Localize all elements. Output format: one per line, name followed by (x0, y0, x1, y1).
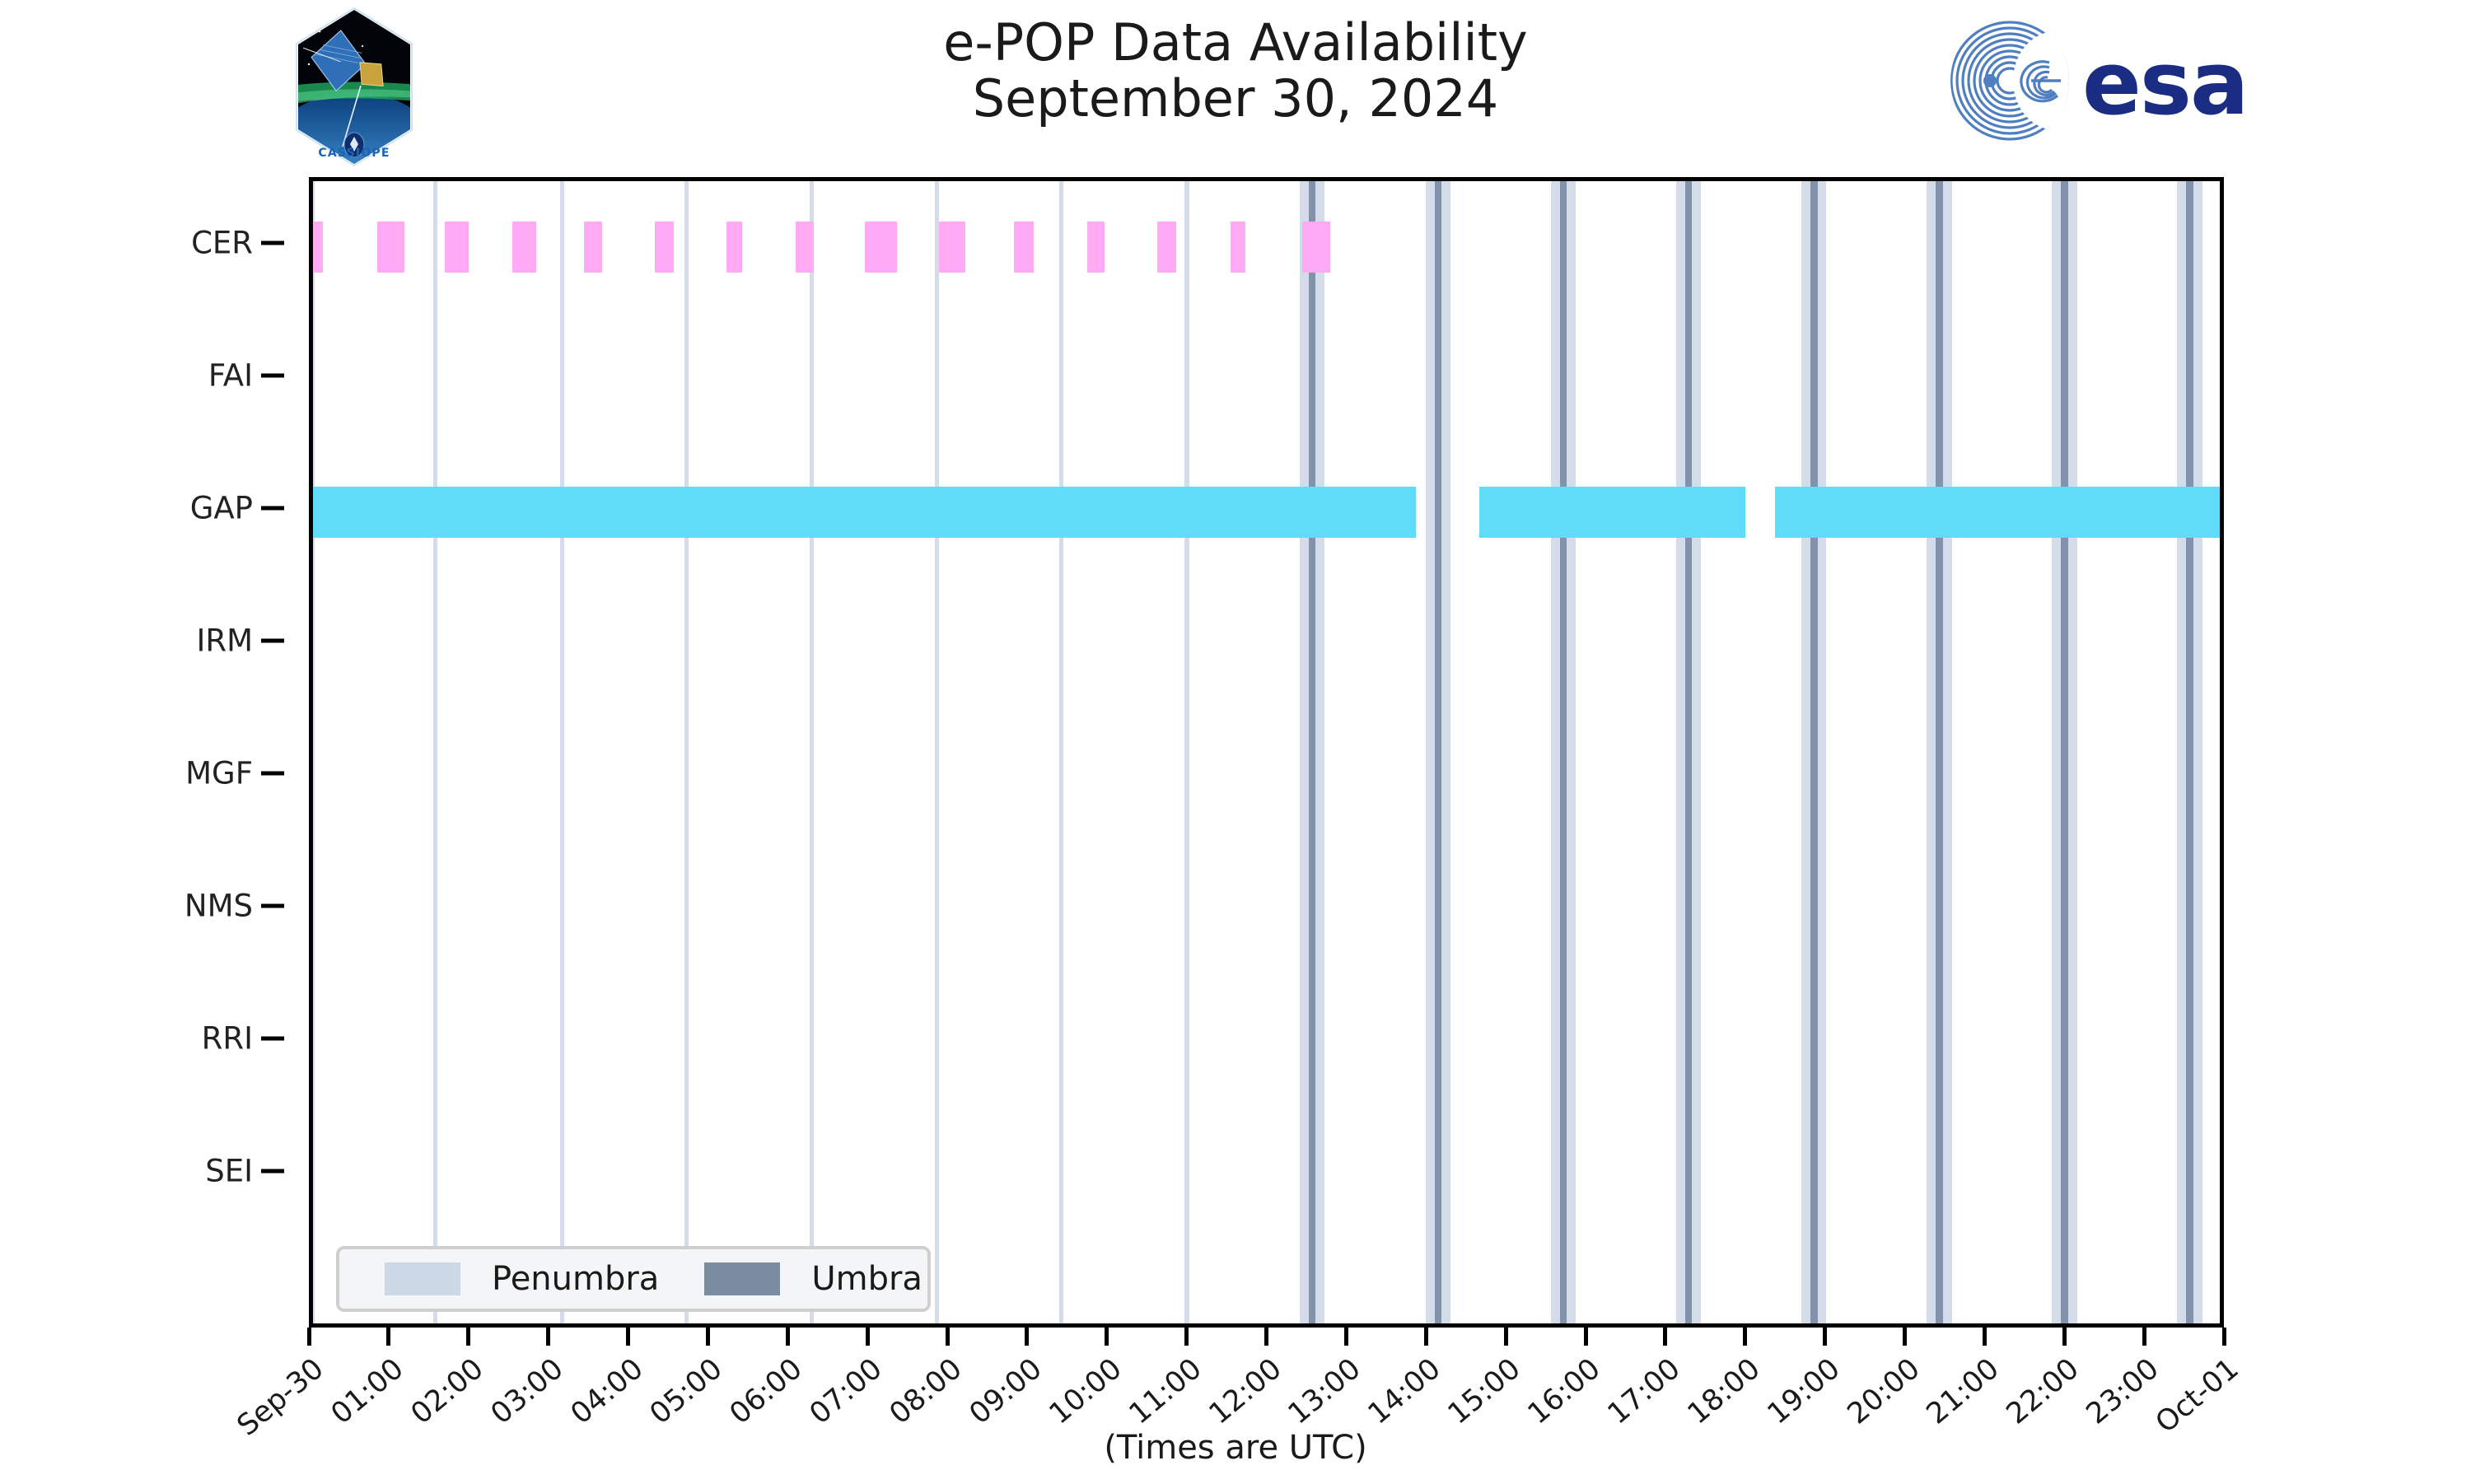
data-bar-cer (1156, 222, 1177, 273)
x-tick-mark (865, 1328, 870, 1346)
umbra-swatch-icon (704, 1262, 781, 1295)
x-tick-mark (1343, 1328, 1348, 1346)
y-tick-label-nms: NMS (184, 888, 253, 924)
x-tick-mark (1503, 1328, 1508, 1346)
x-tick-mark (1184, 1328, 1189, 1346)
y-tick-label-sei: SEI (205, 1153, 253, 1189)
data-bar-cer (796, 222, 815, 273)
y-tick-label-rri: RRI (201, 1020, 253, 1057)
data-bar-cer (654, 222, 674, 273)
x-tick-mark (705, 1328, 710, 1346)
x-tick-mark (1982, 1328, 1987, 1346)
penumbra-swatch-icon (385, 1262, 460, 1295)
data-bar-cer (726, 222, 743, 273)
data-bar-cer (1086, 222, 1105, 273)
page-header: CASSIOPE e-POP Data Availability Septemb… (0, 0, 2471, 177)
x-tick-mark (546, 1328, 551, 1346)
penumbra-band (684, 181, 689, 1323)
x-tick-mark (1743, 1328, 1748, 1346)
plot-area (309, 177, 2224, 1328)
x-tick-mark (785, 1328, 790, 1346)
data-bar-gap (1479, 487, 1745, 538)
x-tick-mark (1903, 1328, 1907, 1346)
x-axis-title: (Times are UTC) (1104, 1429, 1367, 1467)
y-tick-label-fai: FAI (208, 357, 253, 394)
umbra-band (1684, 181, 1693, 1323)
cassiope-logo-icon: CASSIOPE (272, 7, 437, 167)
data-bar-cer (444, 222, 469, 273)
data-bar-cer (584, 222, 602, 273)
x-tick-mark (306, 1328, 311, 1346)
esa-logo-icon: esa (1944, 15, 2315, 147)
data-bar-cer (1231, 222, 1245, 273)
data-bar-cer (939, 222, 966, 273)
x-tick-mark (2221, 1328, 2226, 1346)
data-bar-gap (1774, 487, 2220, 538)
y-tick-mark (261, 240, 284, 245)
legend-label-umbra: Umbra (811, 1260, 923, 1298)
umbra-band (1434, 181, 1442, 1323)
page-title: e-POP Data Availability (943, 12, 1528, 72)
y-tick-mark (261, 373, 284, 378)
x-tick-mark (626, 1328, 630, 1346)
plot-inner (313, 181, 2220, 1323)
data-bar-cer (1302, 222, 1331, 273)
y-tick-label-mgf: MGF (185, 755, 253, 791)
x-tick-mark (1105, 1328, 1109, 1346)
y-tick-mark (261, 903, 284, 908)
data-bar-cer (865, 222, 898, 273)
data-bar-gap (313, 487, 1416, 538)
penumbra-band (1184, 181, 1189, 1323)
data-bar-cer (1013, 222, 1034, 273)
umbra-band (2186, 181, 2193, 1323)
x-tick-mark (2062, 1328, 2067, 1346)
page-subtitle: September 30, 2024 (972, 68, 1499, 128)
x-axis: Sep-30 01:00 02:00 03:00 04:00 05:00 06:00 07:0… (231, 1328, 2245, 1484)
legend-label-penumbra: Penumbra (492, 1260, 660, 1298)
y-tick-label-gap: GAP (189, 490, 253, 526)
umbra-band (1308, 181, 1316, 1323)
x-tick-mark (466, 1328, 471, 1346)
penumbra-band (432, 181, 437, 1323)
penumbra-band (1059, 181, 1064, 1323)
umbra-band (1935, 181, 1943, 1323)
legend: Penumbra Umbra (336, 1246, 931, 1312)
legend-item-umbra: Umbra (704, 1260, 923, 1298)
y-tick-mark (261, 771, 284, 776)
x-tick-mark (1025, 1328, 1030, 1346)
x-tick-mark (945, 1328, 950, 1346)
y-tick-label-cer: CER (191, 225, 253, 261)
x-tick-mark (1663, 1328, 1668, 1346)
y-tick-mark (261, 1169, 284, 1174)
x-tick-mark (1423, 1328, 1428, 1346)
y-tick-mark (261, 638, 284, 643)
cassiope-logo-text: CASSIOPE (318, 147, 390, 160)
x-tick-mark (1583, 1328, 1588, 1346)
title-block: e-POP Data Availability September 30, 20… (741, 15, 1730, 127)
data-bar-cer (376, 222, 405, 273)
data-bar-cer (512, 222, 537, 273)
x-tick-mark (2142, 1328, 2146, 1346)
legend-item-penumbra: Penumbra (385, 1260, 659, 1298)
umbra-band (1810, 181, 1818, 1323)
y-tick-mark (261, 1036, 284, 1041)
x-tick-mark (386, 1328, 391, 1346)
y-tick-label-irm: IRM (196, 623, 253, 659)
y-axis: CER FAI GAP IRM MGF NMS RRI SEI (0, 177, 309, 1328)
penumbra-band (935, 181, 939, 1323)
umbra-band (1559, 181, 1567, 1323)
data-bar-cer (313, 222, 323, 273)
umbra-band (2061, 181, 2068, 1323)
x-tick-mark (1823, 1328, 1828, 1346)
penumbra-band (810, 181, 814, 1323)
esa-logo-text: esa (2082, 33, 2248, 134)
y-tick-mark (261, 506, 284, 511)
penumbra-band (559, 181, 564, 1323)
x-tick-mark (1264, 1328, 1268, 1346)
penumbra-band (313, 181, 315, 1323)
